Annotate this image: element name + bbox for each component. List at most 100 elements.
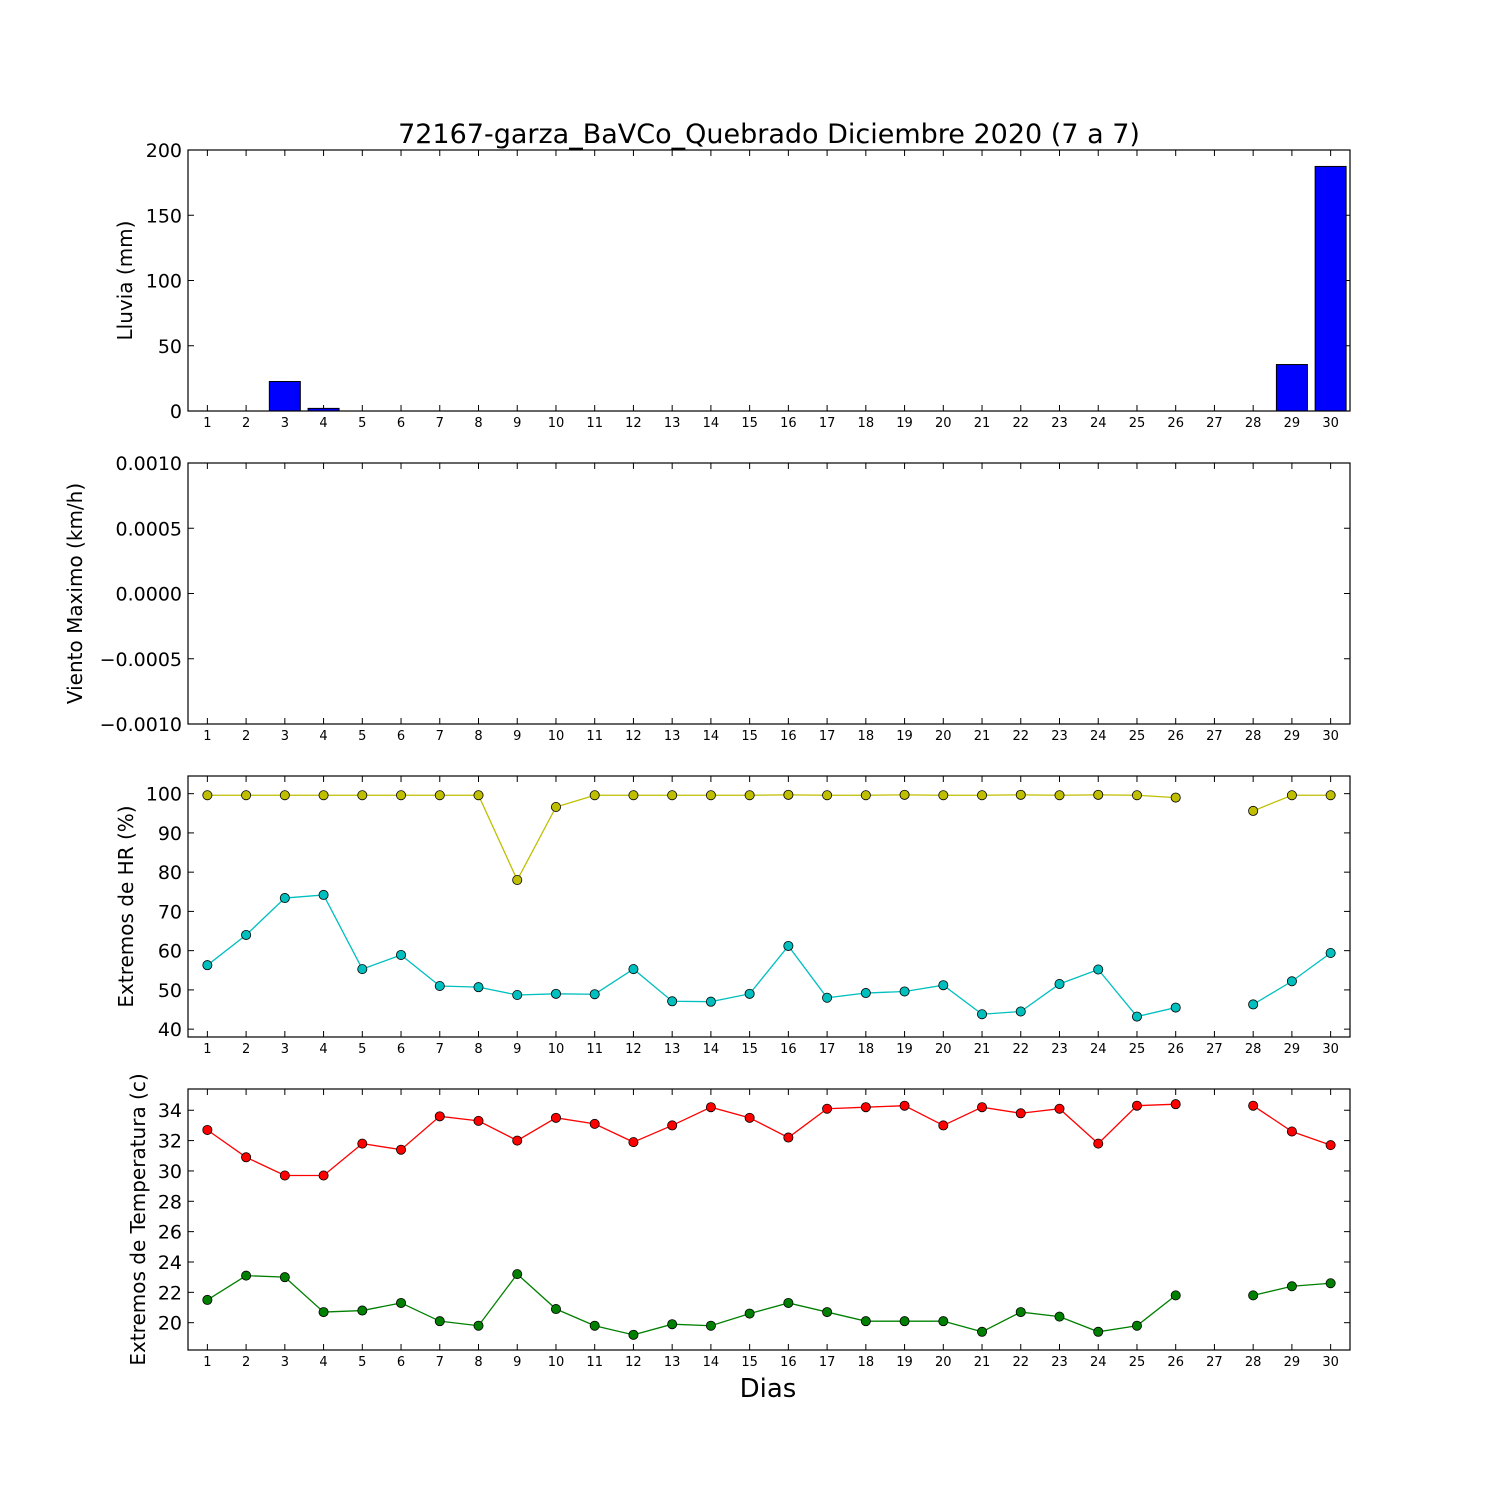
y-axis-label: Viento Maximo (km/h) [63,483,87,704]
series-1-point-day-23 [1054,790,1065,801]
series-1-point-day-22 [1015,1108,1026,1119]
y-tick-label: 80 [158,862,182,884]
series-2-point-day-3 [279,893,290,904]
x-tick-label: 1 [203,1042,211,1057]
series-1-point-day-19 [899,1100,910,1111]
x-tick-label: 12 [625,416,642,431]
series-1-point-day-18 [860,1102,871,1113]
series-2-point-day-10 [550,1304,561,1315]
series-2-point-day-24 [1093,964,1104,975]
series-1-point-day-24 [1093,789,1104,800]
x-tick-label: 10 [548,416,565,431]
series-2-point-day-28 [1248,999,1259,1010]
x-tick-label: 14 [703,1042,720,1057]
series-2-point-day-2 [241,1270,252,1281]
x-tick-label: 1 [203,729,211,744]
y-tick-label: 0.0010 [116,453,182,475]
series-2-point-day-20 [938,1316,949,1327]
series-2-point-day-25 [1131,1320,1142,1331]
series-1-line [206,1103,1176,1177]
x-tick-label: 9 [513,1355,521,1370]
x-tick-label: 20 [935,416,952,431]
series-2-point-day-23 [1054,979,1065,990]
x-tick-label: 21 [974,1042,991,1057]
x-tick-label: 7 [436,1042,444,1057]
series-2-point-day-7 [434,1316,445,1327]
series-2-point-day-1 [202,1294,213,1305]
series-1-point-day-11 [589,790,600,801]
x-tick-label: 21 [974,416,991,431]
series-2-point-day-7 [434,980,445,991]
y-tick-label: −0.0010 [100,714,182,736]
series-1-point-day-24 [1093,1138,1104,1149]
x-tick-label: 2 [242,1042,250,1057]
series-2-point-day-22 [1015,1307,1026,1318]
y-tick-label: 90 [158,823,182,845]
series-2-point-day-14 [705,1320,716,1331]
x-tick-label: 18 [858,1042,875,1057]
y-tick-label: 0 [170,401,182,423]
x-tick-label: 3 [281,1042,289,1057]
series-2-point-day-5 [357,1305,368,1316]
series-2-point-day-30 [1325,1278,1336,1289]
x-tick-label: 5 [358,1042,366,1057]
series-2-point-day-23 [1054,1311,1065,1322]
series-1-point-day-25 [1131,790,1142,801]
x-tick-label: 29 [1284,1042,1301,1057]
series-2-point-day-26 [1170,1002,1181,1013]
series-2-point-day-6 [396,1297,407,1308]
series-1-point-day-30 [1325,790,1336,801]
x-tick-label: 29 [1284,729,1301,744]
series-1-point-day-18 [860,790,871,801]
series-2-point-day-24 [1093,1326,1104,1337]
series-2-line [206,894,1176,1018]
y-tick-label: 100 [146,784,182,806]
series-1-point-day-28 [1248,805,1259,816]
series-1-point-day-9 [512,875,523,886]
x-tick-label: 30 [1322,1355,1339,1370]
series-2-point-day-21 [977,1326,988,1337]
x-tick-label: 23 [1051,1355,1068,1370]
series-1-point-day-12 [628,790,639,801]
series-1-point-day-6 [396,1144,407,1155]
series-1-point-day-14 [705,790,716,801]
x-tick-label: 17 [819,1355,836,1370]
series-2-point-day-18 [860,1316,871,1327]
x-tick-label: 18 [858,1355,875,1370]
x-tick-label: 5 [358,1355,366,1370]
y-tick-label: 30 [158,1161,182,1183]
series-1-point-day-13 [667,790,678,801]
x-tick-label: 15 [741,1355,758,1370]
x-tick-label: 6 [397,1042,405,1057]
series-1-point-day-11 [589,1118,600,1129]
y-tick-label: 0.0000 [116,584,182,606]
x-tick-label: 25 [1129,1042,1146,1057]
series-2-point-day-18 [860,988,871,999]
x-tick-label: 15 [741,1042,758,1057]
series-2-point-day-26 [1170,1290,1181,1301]
x-tick-label: 30 [1322,729,1339,744]
x-tick-label: 24 [1090,416,1107,431]
x-tick-label: 19 [896,729,913,744]
x-tick-label: 8 [474,1042,482,1057]
series-1-point-day-7 [434,790,445,801]
x-tick-label: 1 [203,416,211,431]
x-tick-label: 17 [819,1042,836,1057]
series-1-point-day-8 [473,790,484,801]
plot-frame [187,1088,1351,1351]
y-tick-label: 100 [146,271,182,293]
x-tick-label: 11 [586,1355,603,1370]
x-tick-label: 16 [780,1042,797,1057]
bar-day-29 [1275,364,1308,412]
x-tick-label: 2 [242,729,250,744]
series-1-point-day-8 [473,1115,484,1126]
x-tick-label: 25 [1129,729,1146,744]
series-2-point-day-4 [318,1307,329,1318]
x-tick-label: 15 [741,729,758,744]
x-tick-label: 28 [1245,416,1262,431]
x-tick-label: 1 [203,1355,211,1370]
x-tick-label: 20 [935,1042,952,1057]
